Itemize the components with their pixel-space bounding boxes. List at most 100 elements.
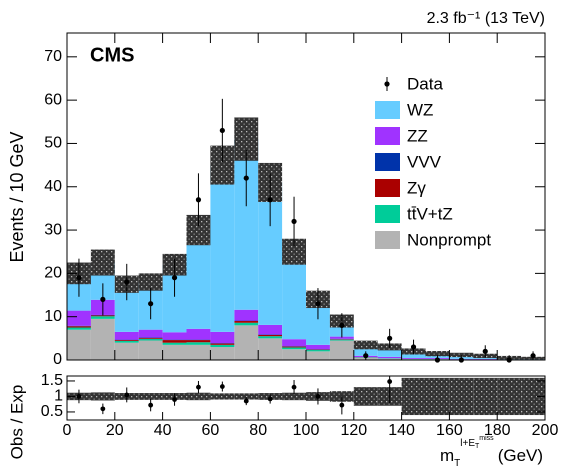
data-point — [530, 353, 536, 359]
stack-bar — [234, 325, 259, 360]
uncertainty-band — [186, 214, 211, 246]
stack-bar — [234, 321, 259, 323]
stack-bar — [138, 338, 163, 341]
ratio-y-axis-label: Obs / Exp — [7, 385, 26, 460]
stack-bar — [210, 343, 235, 345]
lumi-label: 2.3 fb⁻¹ (13 TeV) — [427, 10, 545, 27]
y-tick-label: 30 — [44, 221, 62, 238]
stack-bar — [162, 344, 187, 360]
ratio-uncertainty-band — [473, 377, 498, 416]
stack-bar — [114, 284, 139, 332]
uncertainty-band — [449, 352, 474, 358]
ratio-uncertainty-band — [186, 392, 211, 401]
ratio-point — [243, 398, 249, 404]
ratio-points — [76, 376, 393, 415]
stack-bar — [114, 340, 139, 343]
x-label-unit: (GeV) — [498, 446, 543, 465]
stack-bar — [186, 230, 211, 329]
data-point — [363, 353, 369, 359]
legend-label: WZ — [407, 100, 433, 119]
ratio-point — [387, 379, 393, 384]
stack-bar — [138, 337, 163, 339]
ratio-y-tick-label: 1.5 — [41, 372, 63, 389]
ratio-point — [291, 384, 297, 390]
stack-bar — [162, 342, 187, 345]
legend-swatch — [375, 231, 400, 249]
stack-bar — [210, 331, 235, 344]
stack-bar — [258, 338, 283, 360]
ratio-uncertainty-band — [449, 377, 474, 416]
ratio-y-tick-label: 0.5 — [41, 403, 63, 420]
x-tick-label: 100 — [293, 422, 320, 439]
ratio-point — [315, 394, 321, 399]
stack-bar — [306, 344, 330, 350]
stack-bar — [282, 339, 306, 347]
ratio-uncertainty-band — [353, 387, 378, 406]
ratio-uncertainty-band — [234, 393, 259, 400]
stack-bar — [353, 344, 378, 356]
y-tick-label: 10 — [44, 308, 62, 325]
stack-bar — [186, 328, 211, 340]
stack-bar — [67, 310, 91, 326]
stack-bar — [282, 347, 306, 350]
x-tick-label: 180 — [484, 422, 511, 439]
data-point — [482, 348, 488, 354]
ratio-point — [124, 392, 130, 398]
x-tick-label: 0 — [63, 422, 72, 439]
legend-swatch — [375, 205, 400, 223]
x-label-supsup: miss — [479, 435, 494, 442]
data-point — [315, 301, 321, 307]
legend-marker — [384, 81, 390, 87]
uncertainty-band — [282, 238, 306, 265]
stack-bar — [67, 326, 91, 328]
data-point — [148, 301, 154, 307]
ratio-uncertainty-band — [401, 377, 426, 416]
ratio-uncertainty-band — [210, 393, 235, 400]
data-point — [76, 275, 82, 281]
legend-swatch — [375, 153, 400, 171]
ratio-point — [148, 402, 154, 408]
stack-bar — [138, 340, 163, 360]
ratio-point — [267, 396, 273, 402]
stack-bar — [282, 251, 306, 340]
data-point — [410, 344, 417, 350]
y-tick-label: 60 — [44, 91, 62, 108]
data-point — [243, 175, 249, 181]
y-tick-label: 40 — [44, 178, 62, 195]
stack-bar — [306, 351, 330, 360]
uncertainty-band — [234, 117, 259, 161]
stack-bar — [377, 356, 402, 359]
uncertainty-band — [425, 351, 450, 357]
x-tick-label: 160 — [436, 422, 463, 439]
stack-bar — [138, 329, 163, 338]
ratio-band-group — [67, 377, 545, 416]
main-plot: 0 10 20 30 40 50 60 70 Data WZ ZZ VVV Zγ tt̄V+tZ Nonpr… — [44, 32, 546, 368]
y-tick-label: 20 — [44, 265, 62, 282]
stack-bar — [162, 332, 187, 340]
stack-bar — [186, 344, 211, 360]
stack-bar — [258, 334, 283, 337]
ratio-point — [219, 384, 225, 389]
ratio-y-tick-label: 1 — [54, 388, 63, 405]
uncertainty-band — [90, 249, 115, 276]
stack-bar — [282, 346, 306, 348]
x-tick-label: 20 — [106, 422, 124, 439]
stack-bar — [377, 346, 402, 357]
ratio-point — [172, 397, 177, 402]
stack-bar — [401, 351, 426, 358]
stack-bar — [329, 339, 354, 341]
stack-bar — [234, 309, 259, 321]
ratio-point — [196, 384, 201, 390]
x-axis-label: mTl+ETmiss(GeV) — [440, 435, 543, 469]
uncertainty-band — [210, 145, 235, 185]
stack-bar — [258, 324, 283, 335]
data-point — [339, 322, 345, 328]
stack-bar — [234, 322, 259, 326]
ratio-uncertainty-band — [497, 377, 522, 416]
stack-bar — [282, 349, 306, 360]
stack-bar — [90, 315, 115, 317]
data-point — [195, 197, 202, 203]
x-label-sup: l+E — [460, 438, 475, 449]
legend-swatch — [375, 127, 400, 145]
stack-bar — [234, 139, 259, 310]
